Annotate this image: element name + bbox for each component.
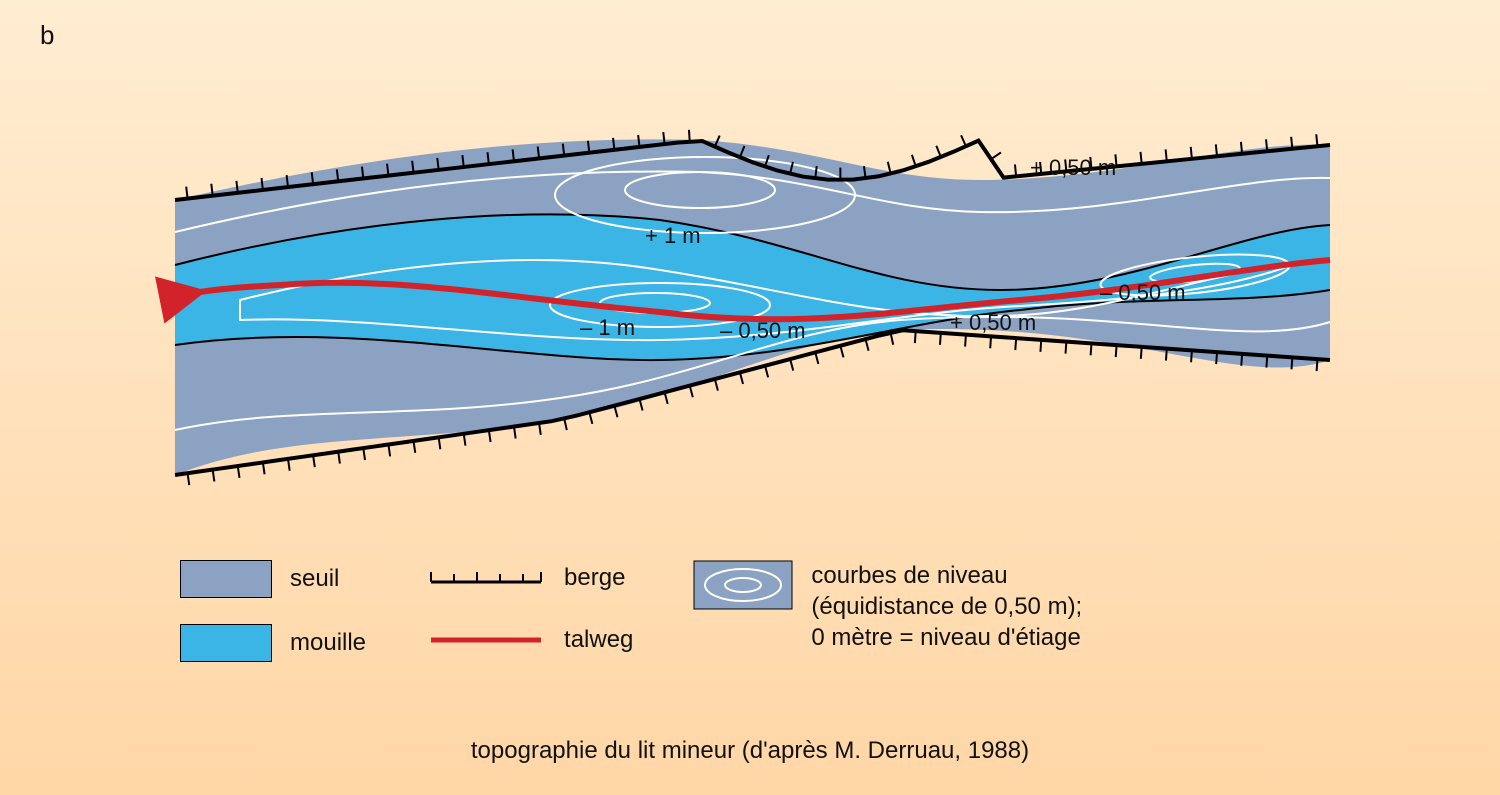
berge-icon — [426, 560, 546, 596]
seuil-swatch — [180, 560, 272, 598]
legend-talweg: talweg — [426, 622, 633, 658]
legend-berge-label: berge — [564, 564, 625, 592]
diagram-svg: + 1 m + 0,50 m – 1 m – 0,50 m + 0,50 m –… — [0, 0, 1500, 795]
legend-talweg-label: talweg — [564, 626, 633, 654]
legend-mouille: mouille — [180, 624, 366, 662]
label-plus1: + 1 m — [645, 223, 701, 248]
mouille-swatch — [180, 624, 272, 662]
panel-label: b — [40, 20, 54, 51]
label-plus050-top: + 0,50 m — [1030, 155, 1116, 180]
label-minus1: – 1 m — [580, 315, 635, 340]
legend-seuil: seuil — [180, 560, 366, 598]
legend-mouille-label: mouille — [290, 629, 366, 657]
legend-berge: berge — [426, 560, 633, 596]
legend-courbes: courbes de niveau (équidistance de 0,50 … — [693, 560, 1082, 654]
talweg-icon — [426, 622, 546, 658]
legend: seuil mouille berge — [180, 560, 1082, 662]
courbes-icon — [693, 560, 793, 610]
label-minus050-mid: – 0,50 m — [720, 318, 806, 343]
label-minus050-right: – 0,50 m — [1100, 280, 1186, 305]
legend-seuil-label: seuil — [290, 565, 339, 593]
caption: topographie du lit mineur (d'après M. De… — [0, 737, 1500, 765]
label-plus050-bot: + 0,50 m — [950, 310, 1036, 335]
legend-courbes-label: courbes de niveau (équidistance de 0,50 … — [811, 560, 1082, 654]
